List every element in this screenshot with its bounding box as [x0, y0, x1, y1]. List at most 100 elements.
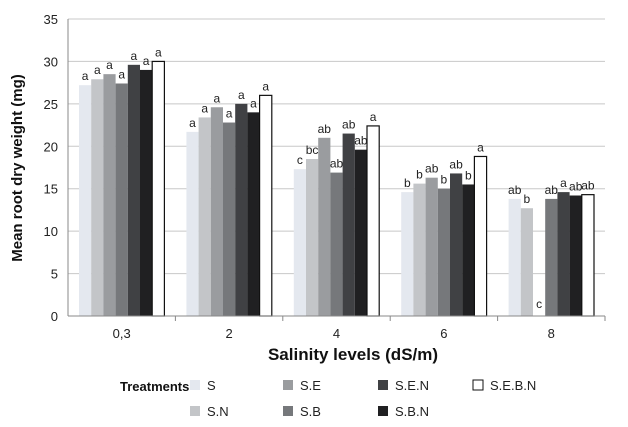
- bar: [103, 74, 116, 317]
- bar: [210, 107, 223, 316]
- legend: Treatments S S.E S.E.N S.E.B.N S.N S.B S.B.N: [120, 378, 536, 419]
- bar: [545, 198, 558, 316]
- bar-significance-label: a: [250, 96, 257, 110]
- legend-swatch: [190, 380, 200, 390]
- legend-swatch: [472, 379, 484, 391]
- legend-label: S.B.N: [395, 404, 429, 419]
- bar: [401, 192, 414, 316]
- bar-significance-label: ab: [330, 157, 344, 171]
- bar: [293, 169, 306, 316]
- bar-significance-label: a: [118, 67, 125, 81]
- y-tick-label: 5: [51, 267, 58, 282]
- bar: [306, 159, 319, 316]
- bar-significance-label: bc: [306, 143, 319, 157]
- bar: [247, 112, 260, 316]
- bar-significance-label: b: [524, 192, 531, 206]
- y-tick-label: 20: [44, 139, 58, 154]
- bar: [235, 103, 248, 316]
- bar-significance-label: a: [189, 116, 196, 130]
- bar: [508, 198, 521, 316]
- bar: [557, 192, 570, 316]
- bar: [127, 64, 140, 316]
- x-axis: 0,3 2 4 6 8: [68, 315, 606, 341]
- bar: [450, 173, 463, 316]
- legend-label: S.E: [300, 378, 321, 393]
- bar: [520, 208, 533, 316]
- legend-swatch: [283, 380, 293, 390]
- bar: [259, 94, 273, 317]
- bar: [342, 133, 355, 316]
- legend-label: S: [207, 378, 216, 393]
- bar: [330, 172, 343, 316]
- bar-significance-label: a: [201, 101, 208, 115]
- legend-title: Treatments: [120, 379, 189, 394]
- bar-significance-label: ab: [318, 122, 332, 136]
- y-tick-label: 30: [44, 54, 58, 69]
- x-tick-label: 0,3: [113, 326, 131, 341]
- x-tick-label: 6: [440, 326, 447, 341]
- bar-significance-label: a: [214, 91, 221, 105]
- y-tick-label: 10: [44, 224, 58, 239]
- bar-significance-label: a: [155, 45, 162, 59]
- bar: [115, 83, 128, 317]
- bar-significance-label: ab: [545, 183, 559, 197]
- bar-significance-label: a: [106, 58, 113, 72]
- x-axis-title: Salinity levels (dS/m): [268, 345, 438, 364]
- bar: [569, 195, 582, 316]
- bar: [354, 149, 367, 316]
- bar-significance-label: b: [404, 176, 411, 190]
- bar-significance-label: a: [82, 69, 89, 83]
- bar: [318, 137, 331, 316]
- bar-significance-label: c: [297, 153, 303, 167]
- y-tick-label: 15: [44, 182, 58, 197]
- bar: [79, 85, 92, 316]
- legend-label: S.N: [207, 404, 229, 419]
- bar-significance-label: ab: [508, 183, 522, 197]
- bar-significance-label: a: [262, 79, 269, 93]
- legend-swatch: [190, 406, 200, 416]
- bar: [366, 125, 380, 317]
- y-tick-label: 35: [44, 12, 58, 27]
- bar-significance-label: b: [441, 173, 448, 187]
- bar-significance-label: a: [143, 54, 150, 68]
- bar-significance-label: a: [477, 140, 484, 154]
- bar-significance-label: a: [560, 176, 567, 190]
- bar-significance-label: ab: [569, 180, 583, 194]
- bar-significance-label: ab: [342, 118, 356, 132]
- bar-significance-label: ab: [581, 179, 595, 193]
- legend-swatch: [283, 406, 293, 416]
- x-tick-label: 8: [548, 326, 555, 341]
- bar: [581, 194, 595, 317]
- legend-label: S.E.B.N: [490, 378, 536, 393]
- bar: [462, 184, 475, 316]
- bar-significance-label: ab: [354, 134, 368, 148]
- bar-significance-label: a: [94, 63, 101, 77]
- bar: [198, 117, 211, 316]
- bar: [140, 69, 153, 317]
- bars: [79, 60, 595, 317]
- y-axis-title: Mean root dry weight (mg): [9, 74, 26, 262]
- bar-significance-label: a: [370, 110, 377, 124]
- bar: [425, 177, 438, 316]
- bar: [473, 155, 488, 317]
- bar: [91, 79, 104, 317]
- bar-significance-label: b: [416, 168, 423, 182]
- bar: [223, 122, 236, 316]
- y-tick-label: 0: [51, 309, 58, 324]
- y-tick-label: 25: [44, 97, 58, 112]
- x-tick-label: 4: [333, 326, 340, 341]
- bar-significance-label: a: [226, 107, 233, 121]
- bar-significance-label: c: [536, 297, 542, 311]
- bar: [186, 131, 199, 316]
- x-tick-label: 2: [225, 326, 232, 341]
- bar: [151, 60, 165, 317]
- bar: [437, 188, 450, 316]
- legend-label: S.B: [300, 404, 321, 419]
- y-axis: 0 5 10 15 20 25 30 35: [44, 12, 69, 324]
- bar-significance-label: a: [131, 49, 138, 63]
- legend-swatch: [378, 380, 388, 390]
- bar-significance-label: b: [465, 168, 472, 182]
- bar: [413, 183, 426, 316]
